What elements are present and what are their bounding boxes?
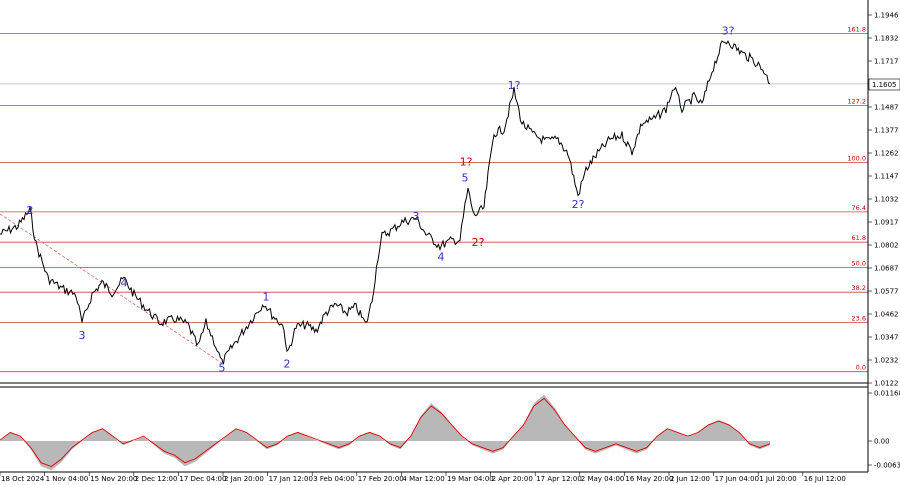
price-tick-label: 1.1032 [874,196,899,204]
fib-label: 127.2 [847,97,866,105]
fib-label: 61.8 [852,234,866,242]
wave-label: 2 [284,357,291,370]
time-tick-label: 2 Jan 20:00 [224,475,264,483]
wave-label: 1? [460,156,473,169]
price-tick-label: 1.1946 [874,12,899,20]
wave-label: 4 [438,250,445,263]
time-tick-label: 2 Apr 20:00 [492,475,533,483]
price-tick-label: 1.1487 [874,104,899,112]
price-tick-label: 1.0577 [874,288,899,296]
fibonacci-levels: 161.8 127.2 100.0 76.4 61.8 50.0 38.2 23.6 0.0 [0,25,868,373]
time-tick-label: 1 Nov 04:00 [46,475,89,483]
price-axis: 1.1946 1.1832 1.1717 1.1605 1.1487 1.1377 1.12… [868,12,899,388]
current-price-box [868,78,900,91]
price-tick-label: 1.1262 [874,150,899,158]
osc-tick-label: 0.00 [874,438,890,446]
fib-label: 38.2 [852,284,866,292]
time-tick-label: 3 Feb 04:00 [313,475,354,483]
current-price-label: 1.1605 [872,81,897,89]
fib-label: 23.6 [852,314,866,322]
osc-tick-label: -0.00635 [874,462,900,470]
wave-label: 2? [572,198,585,211]
time-tick-label: 17 Jan 12:00 [269,475,313,483]
fib-label: 161.8 [847,25,866,33]
time-tick-label: 16 Jul 12:00 [804,475,846,483]
oscillator-axis: 0.01168 0.00 -0.00635 [868,390,900,470]
time-tick-label: 19 Mar 04:00 [447,475,494,483]
oscillator-histogram [0,394,770,471]
time-axis: 18 Oct 2024 1 Nov 04:00 15 Nov 20:002 Dec … [0,472,846,483]
osc-tick-label: 0.01168 [874,390,900,398]
wave-label: 3 [79,329,86,342]
time-tick-label: 17 Jun 04:00 [715,475,759,483]
price-tick-label: 1.1147 [874,173,899,181]
time-tick-label: 2 Dec 12:00 [135,475,178,483]
time-tick-label: 17 Apr 12:00 [536,475,582,483]
time-tick-label: 2 May 04:00 [581,475,625,483]
price-tick-label: 1.0462 [874,311,899,319]
time-tick-label: 2 Jun 12:00 [670,475,710,483]
wave-label: 3 [413,210,420,223]
wave-label: 5 [462,172,469,185]
wave-label: 1 [263,291,270,304]
time-tick-label: 1 Jul 20:00 [759,475,797,483]
wave-label: 2? [472,236,485,249]
price-tick-label: 1.1377 [874,127,899,135]
wave-label: 5 [219,361,226,374]
time-tick-label: 4 Mar 12:00 [402,475,444,483]
price-tick-label: 1.0122 [874,380,899,388]
time-tick-label: 18 Oct 2024 [1,475,45,483]
price-tick-label: 1.1717 [874,58,899,66]
price-series [0,40,771,365]
time-tick-label: 16 May 20:00 [625,475,673,483]
price-tick-label: 1.0802 [874,242,899,250]
fib-label: 100.0 [847,154,866,162]
trend-line [0,213,223,364]
time-tick-label: 17 Dec 04:00 [179,475,226,483]
oscillator-signal-line [0,397,771,468]
wave-labels: 2 3 4 5 1 2 3 4 5 1? 2? 1? 2? 3? [27,24,735,374]
price-tick-label: 1.1832 [874,35,899,43]
fib-label: 0.0 [856,364,866,372]
oscillator-panel [0,394,771,471]
price-tick-label: 1.0347 [874,334,899,342]
time-tick-label: 15 Nov 20:00 [90,475,137,483]
wave-label: 1? [508,79,521,92]
fib-label: 76.4 [852,204,866,212]
wave-label: 4 [121,277,128,290]
fib-label: 50.0 [852,259,866,267]
time-tick-label: 17 Feb 20:00 [358,475,404,483]
price-tick-label: 1.0687 [874,265,899,273]
wave-label: 2 [27,204,34,217]
price-tick-label: 1.0232 [874,357,899,365]
wave-label: 3? [722,24,735,37]
price-tick-label: 1.0917 [874,219,899,227]
